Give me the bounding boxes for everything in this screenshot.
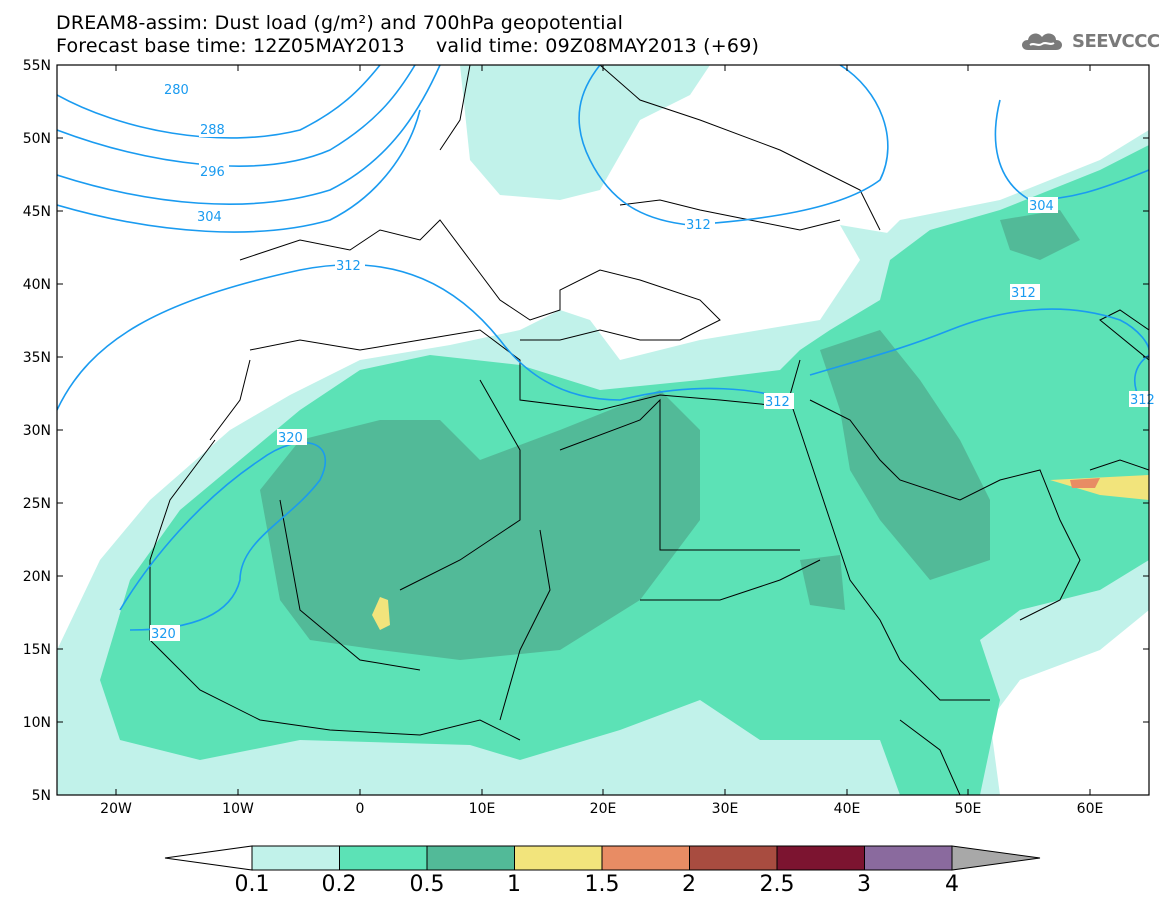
contour-label: 320: [151, 627, 176, 642]
colorbar-label: 1.5: [584, 872, 620, 897]
lat-label: 55N: [23, 58, 51, 74]
contour-label: 312: [336, 259, 361, 274]
colorbar-segment: [339, 845, 428, 871]
colorbar-label: 1: [507, 872, 521, 897]
colorbar-segment: [776, 845, 865, 871]
cloud-icon: [1022, 33, 1062, 50]
seevccc-logo: SEEVCCC: [1018, 28, 1160, 54]
contour-label: 312: [1130, 393, 1155, 408]
colorbar-label: 3: [857, 872, 871, 897]
lat-label: 40N: [23, 277, 51, 293]
lat-label: 35N: [23, 350, 51, 366]
colorbar: [164, 845, 1041, 871]
lat-label: 45N: [23, 204, 51, 220]
lon-label: 30E: [712, 801, 739, 817]
lat-label: 10N: [23, 715, 51, 731]
colorbar-label: 0.1: [234, 872, 270, 897]
dust-peak-arabian-sea-high: [1070, 478, 1100, 488]
lat-label: 25N: [23, 496, 51, 512]
lat-label: 15N: [23, 642, 51, 658]
colorbar-label: 2.5: [759, 872, 795, 897]
colorbar-label: 2: [682, 872, 696, 897]
contour-label: 296: [200, 165, 225, 180]
dust-area-0.5: [260, 210, 1080, 660]
lon-label: 10W: [222, 801, 254, 817]
colorbar-segment: [601, 845, 690, 871]
lon-label: 50E: [955, 801, 982, 817]
lon-label: 40E: [834, 801, 861, 817]
lon-label: 20W: [100, 801, 132, 817]
colorbar-segment: [426, 845, 515, 871]
colorbar-segment: [164, 845, 253, 871]
lon-label: 10E: [469, 801, 496, 817]
colorbar-segment: [951, 845, 1041, 871]
colorbar-label: 0.5: [409, 872, 445, 897]
lat-label: 20N: [23, 569, 51, 585]
latitude-axis: 55N 50N 45N 40N 35N 30N 25N 20N 15N 10N …: [23, 58, 1149, 804]
colorbar-label: 4: [945, 872, 959, 897]
lat-label: 50N: [23, 131, 51, 147]
contour-label: 312: [765, 395, 790, 410]
colorbar-segment: [864, 845, 953, 871]
colorbar-segment: [514, 845, 603, 871]
lon-label: 60E: [1077, 801, 1104, 817]
contour-label: 304: [1029, 199, 1054, 214]
contour-label: 312: [686, 218, 711, 233]
contour-label: 280: [164, 83, 189, 98]
lat-label: 5N: [32, 788, 51, 804]
chart-title-line2: Forecast base time: 12Z05MAY2013 valid t…: [56, 35, 760, 57]
contour-label: 288: [200, 123, 225, 138]
contour-label: 304: [197, 210, 222, 225]
colorbar-label: 0.2: [321, 872, 357, 897]
contour-label: 320: [278, 431, 303, 446]
longitude-axis: 20W 10W 0 10E 20E 30E 40E 50E 60E: [100, 65, 1103, 817]
chart-title-line1: DREAM8-assim: Dust load (g/m²) and 700hP…: [56, 12, 624, 34]
dust-peak-sahara: [372, 597, 390, 630]
lon-label: 0: [356, 801, 365, 817]
lon-label: 20E: [590, 801, 617, 817]
contour-label: 312: [1011, 286, 1036, 301]
colorbar-segment: [251, 845, 340, 871]
colorbar-segment: [689, 845, 778, 871]
logo-text: SEEVCCC: [1072, 30, 1160, 52]
contour-labels: 280 288 296 304 312 320 320 312 312 304 …: [150, 81, 1155, 642]
lat-label: 30N: [23, 423, 51, 439]
